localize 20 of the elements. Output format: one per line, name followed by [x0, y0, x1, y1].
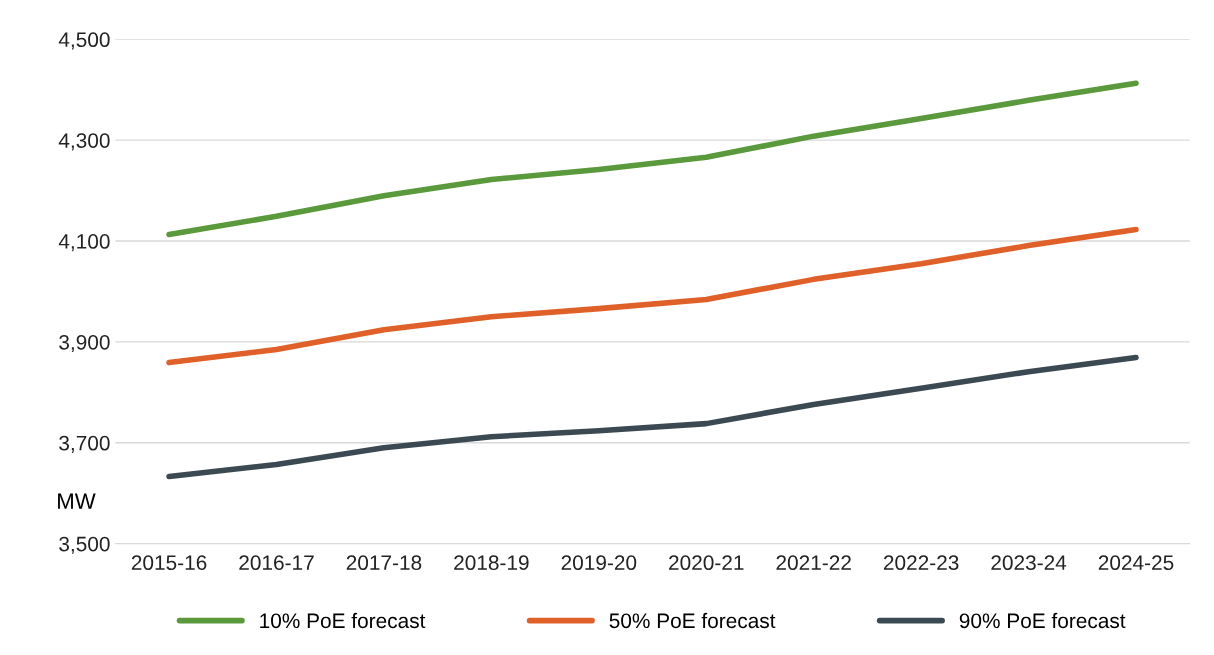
x-tick-label: 2024-25: [1098, 555, 1174, 571]
legend-label: 90% PoE forecast: [959, 612, 1126, 629]
x-tick-label: 2015-16: [131, 555, 207, 571]
y-tick-label: 4,300: [58, 133, 110, 151]
y-tick-label: 4,500: [58, 32, 110, 50]
x-tick-label: 2017-18: [346, 555, 422, 571]
y-axis-title: MW: [58, 493, 96, 509]
legend-label: 50% PoE forecast: [609, 612, 776, 629]
y-tick-label: 3,500: [59, 536, 110, 554]
x-tick-label: 2019-20: [561, 555, 637, 571]
y-tick-label: 3,700: [59, 435, 110, 453]
x-tick-label: 2023-24: [991, 555, 1067, 571]
y-tick-label: 4,100: [58, 234, 110, 252]
legend-label: 10% PoE forecast: [260, 612, 426, 629]
x-tick-label: 2018-19: [454, 555, 529, 571]
x-tick-label: 2020-21: [669, 555, 744, 571]
x-tick-label: 2016-17: [239, 555, 314, 571]
x-tick-label: 2021-22: [776, 555, 851, 571]
y-tick-label: 3,900: [59, 334, 110, 353]
x-tick-label: 2022-23: [883, 555, 959, 571]
